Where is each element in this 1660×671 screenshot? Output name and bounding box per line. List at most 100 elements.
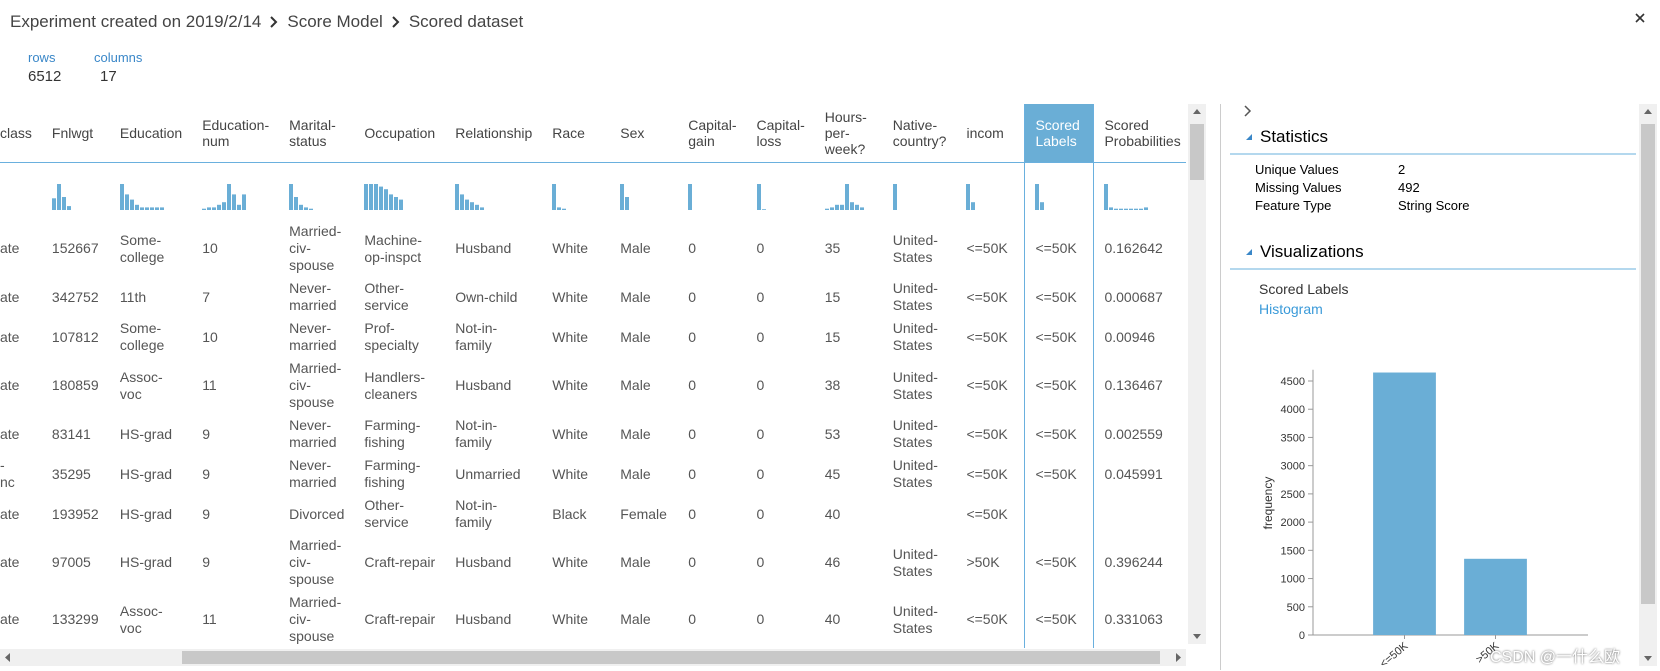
table-cell: <=50K	[1024, 277, 1095, 317]
mini-bar	[480, 207, 485, 210]
mini-bar	[562, 208, 567, 210]
table-cell: 46	[824, 554, 841, 570]
table-cell: White	[552, 288, 589, 305]
mini-bar	[369, 184, 374, 210]
mini-bar	[139, 207, 144, 210]
table-row: ate 107812 Some-college 10 Never-married Prof…	[0, 317, 1186, 357]
mini-bar	[854, 204, 859, 210]
mini-bar	[124, 194, 129, 210]
table-cell: <=50K	[1024, 534, 1095, 591]
table-cell: HS-grad	[119, 425, 173, 442]
mini-bar	[384, 189, 389, 210]
table-cell: 9	[202, 554, 210, 570]
mini-bar	[1119, 208, 1124, 210]
table-row: ate 342752 11th 7 Never-married Other-service…	[0, 277, 1186, 317]
table-cell: 0	[688, 611, 697, 627]
column-header: Education	[109, 104, 193, 163]
mini-bar	[232, 194, 237, 210]
mini-bar	[829, 207, 834, 210]
bar	[1373, 372, 1436, 635]
histogram-cell	[883, 163, 957, 221]
mini-bar	[294, 197, 299, 210]
mini-bar	[119, 184, 124, 210]
table-cell: 11	[202, 377, 217, 393]
table-cell: <=50K	[1024, 357, 1095, 414]
mini-bar	[475, 204, 480, 210]
mini-bar	[1109, 207, 1114, 210]
feature-name: Scored Labels	[1259, 281, 1349, 297]
table-cell: Some-college	[119, 231, 165, 265]
table-cell: Married-civ-spouse	[289, 223, 342, 273]
table-cell: 0	[756, 425, 765, 442]
columns-value: 17	[100, 68, 117, 85]
mini-bar	[1114, 208, 1119, 210]
table-cell: 0.396244	[1104, 554, 1163, 570]
histogram-cell	[542, 163, 610, 221]
expand-icon[interactable]	[1244, 105, 1252, 117]
collapse-icon[interactable]	[1246, 249, 1252, 255]
table-cell: 11	[202, 611, 217, 627]
column-header: Hours-per-week?	[814, 104, 883, 163]
mini-histogram	[620, 184, 630, 210]
scroll-arrows	[1190, 109, 1204, 639]
mini-bar	[1139, 208, 1144, 210]
table-cell: 0	[688, 240, 697, 256]
table-cell: ate	[0, 377, 20, 393]
table-cell: 0.045991	[1104, 465, 1163, 482]
data-table: class Fnlwgt Education Education-num Marital…	[0, 104, 1186, 648]
table-cell: Assoc-voc	[119, 368, 163, 402]
mini-bar	[1144, 207, 1149, 210]
table-cell: 0	[688, 505, 697, 522]
mini-bar	[971, 202, 976, 210]
table-cell: Male	[620, 328, 651, 345]
mini-histogram	[202, 184, 247, 210]
table-cell: 0	[756, 240, 765, 256]
horizontal-scrollbar[interactable]	[0, 649, 1186, 666]
table-cell: 10	[202, 240, 218, 256]
breadcrumb-item[interactable]: Score Model	[287, 12, 383, 31]
y-tick-label: 1500	[1281, 545, 1305, 557]
table-cell: 0.00946	[1104, 328, 1156, 345]
column-header: Capital-loss	[746, 104, 815, 163]
column-header: Education-num	[192, 104, 280, 163]
column-header: Marital-status	[279, 104, 355, 163]
table-cell: <=50K	[1024, 591, 1095, 648]
mini-bar	[227, 184, 232, 210]
mini-bar	[61, 197, 66, 210]
mini-bar	[242, 194, 247, 210]
panel-scrollbar[interactable]	[1639, 104, 1657, 666]
table-cell: <=50K	[1024, 414, 1095, 454]
table-cell: <=50K	[1024, 220, 1095, 277]
table-cell: <=50K	[966, 288, 1008, 305]
table-row: ate 83141 HS-grad 9 Never-married Farming-fis…	[0, 414, 1186, 454]
mini-histogram	[1035, 184, 1045, 210]
column-header: class	[0, 104, 42, 163]
mini-bar	[212, 207, 217, 210]
table-cell: ate	[0, 425, 20, 442]
table-cell: Own-child	[455, 288, 518, 305]
histogram-link[interactable]: Histogram	[1259, 301, 1323, 317]
table-cell: United-States	[892, 545, 938, 579]
table-cell: White	[552, 465, 589, 482]
section-title[interactable]: Statistics	[1260, 127, 1328, 146]
column-header: Scored Labels	[1024, 104, 1095, 163]
breadcrumb: Experiment created on 2019/2/14 Score Mo…	[10, 12, 523, 32]
breadcrumb-item[interactable]: Experiment created on 2019/2/14	[10, 12, 262, 31]
table-cell: ate	[0, 611, 20, 627]
vertical-scrollbar[interactable]	[1188, 104, 1206, 644]
x-tick-label: <=50K	[1378, 640, 1411, 668]
table-cell: Assoc-voc	[119, 602, 163, 636]
section-title[interactable]: Visualizations	[1260, 242, 1364, 261]
table-cell: Not-in-family	[455, 320, 498, 353]
table-cell: <=50K	[966, 465, 1008, 482]
mini-bar	[394, 197, 399, 210]
rows-label: rows	[28, 50, 56, 65]
mini-bar	[460, 194, 465, 210]
mini-bar	[364, 184, 369, 210]
table-cell: Married-civ-spouse	[289, 537, 342, 587]
mini-bar	[470, 202, 475, 210]
breadcrumb-item: Scored dataset	[408, 12, 524, 31]
close-button[interactable]	[1634, 12, 1646, 24]
collapse-icon[interactable]	[1246, 134, 1252, 140]
table-row: ate 97005 HS-grad 9 Married-civ-spouse Craft-…	[0, 534, 1186, 591]
